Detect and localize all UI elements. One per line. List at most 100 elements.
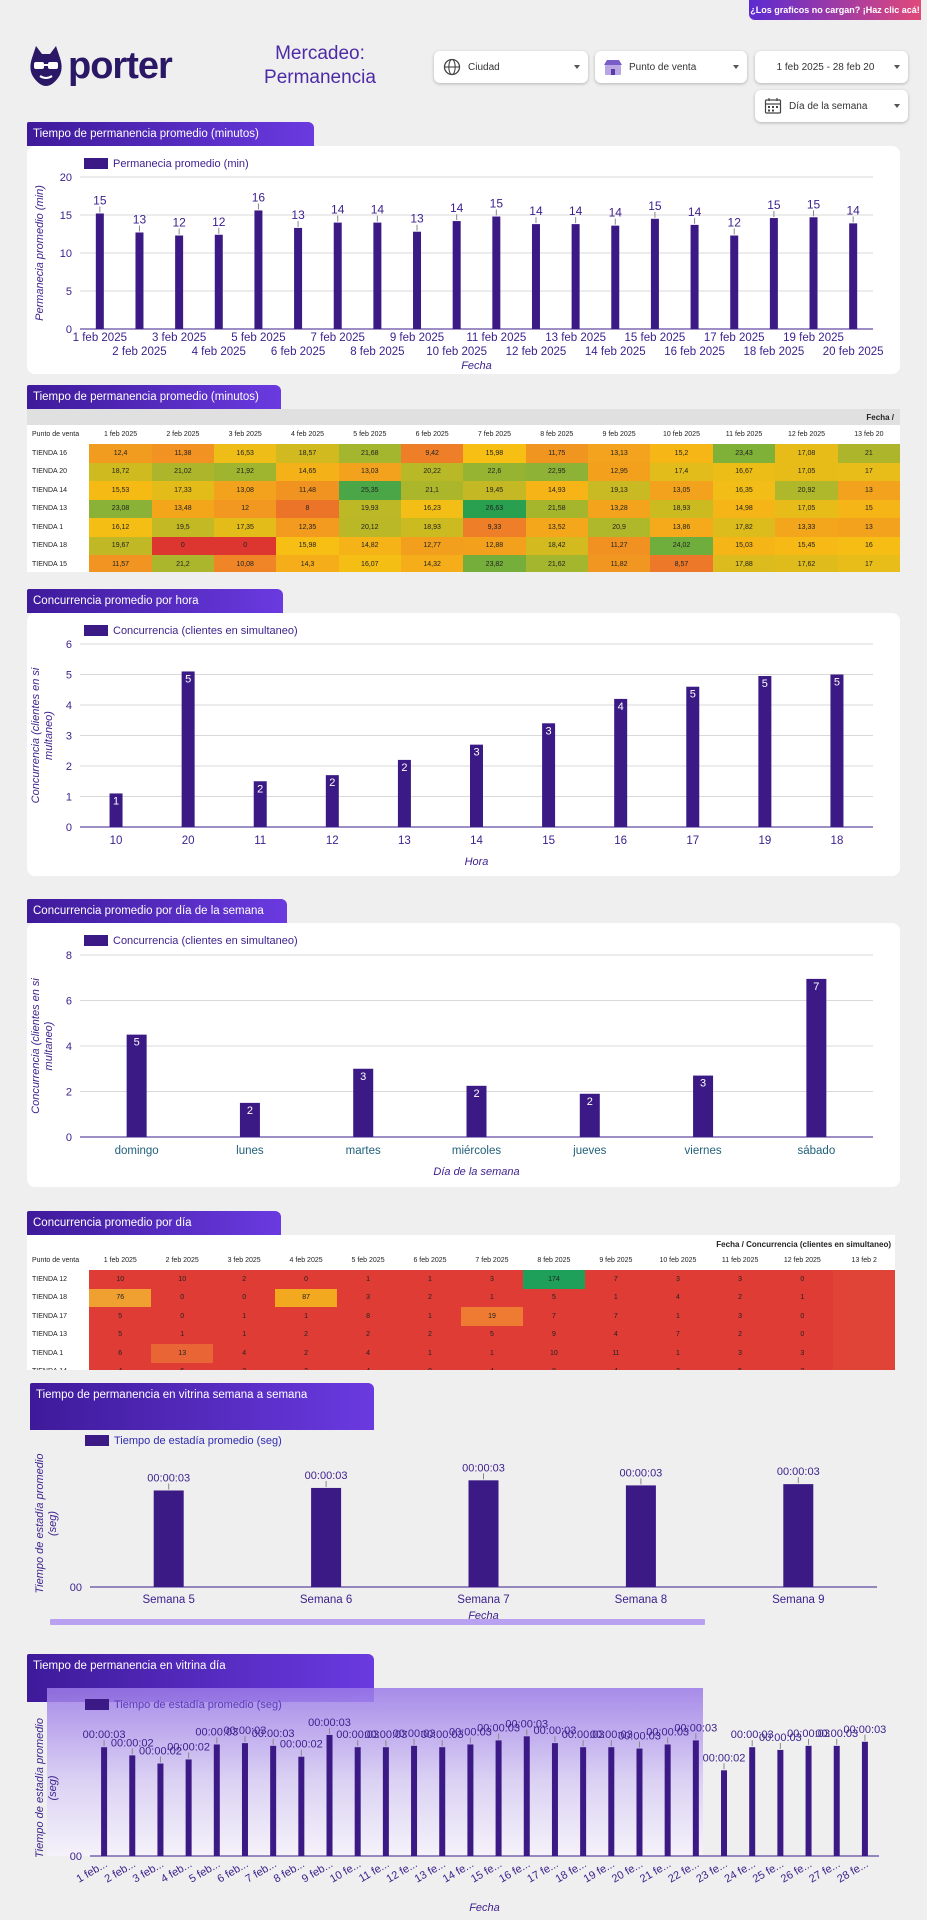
table-cell: 16,07 xyxy=(338,555,401,572)
table-row: TIENDA 20 18,72 21,02 21,92 14,65 13,03 20,22 2… xyxy=(27,462,900,481)
date-range-filter[interactable]: 1 feb 2025 - 28 feb 20 xyxy=(755,51,908,83)
column-header[interactable]: 9 feb 2025 xyxy=(599,1257,633,1264)
table-cell: 2 xyxy=(771,1362,834,1370)
column-header[interactable]: 1 feb 2025 xyxy=(103,1257,137,1264)
column-header[interactable]: 6 feb 2025 xyxy=(415,431,449,438)
table-cell: 12,77 xyxy=(400,536,464,555)
data-label: 16 xyxy=(252,190,266,204)
city-filter[interactable]: Ciudad xyxy=(434,51,588,83)
row-label: TIENDA 14 xyxy=(32,486,68,494)
table-cell: 4 xyxy=(213,1344,276,1363)
x-tick-label: 8 feb... xyxy=(272,1858,307,1885)
y-tick-label: 0 xyxy=(66,1132,72,1144)
table-cell: 15,45 xyxy=(775,536,838,555)
heatmap-grid: Punto de venta 1 feb 2025 2 feb 2025 3 feb … xyxy=(27,1251,895,1370)
column-header[interactable]: 3 feb 2025 xyxy=(228,431,262,438)
y-tick-label: 6 xyxy=(66,639,72,651)
column-header[interactable]: 5 feb 2025 xyxy=(351,1257,385,1264)
column-header[interactable]: 4 feb 2025 xyxy=(289,1257,323,1264)
table-cell: 21,68 xyxy=(338,444,401,463)
x-tick-label: 18 fe... xyxy=(553,1858,588,1885)
table-cell: 15,2 xyxy=(650,444,713,463)
column-header[interactable]: 8 feb 2025 xyxy=(537,1257,571,1264)
table-cell: 11,48 xyxy=(276,481,339,500)
column-header[interactable]: 4 feb 2025 xyxy=(290,431,325,438)
data-label: 00:00:03 xyxy=(449,1726,492,1738)
table-row: TIENDA 14 15,53 17,33 13,08 11,48 25,35 21,1 19… xyxy=(27,481,900,500)
column-header[interactable]: 8 feb 2025 xyxy=(540,431,574,438)
table-cell: 9,33 xyxy=(463,518,526,537)
weekday-filter[interactable]: Día de la semana xyxy=(755,90,908,122)
column-header[interactable]: 10 feb 2025 xyxy=(662,431,700,438)
column-header[interactable]: 7 feb 2025 xyxy=(475,1257,509,1264)
data-label: 7 xyxy=(813,981,819,993)
column-header[interactable]: 9 feb 2025 xyxy=(602,431,636,438)
table-cell: 13,08 xyxy=(214,481,277,500)
table-cell: 11 xyxy=(584,1344,647,1363)
x-axis-label: Fecha xyxy=(461,360,492,372)
data-label: 00:00:03 xyxy=(308,1717,351,1729)
column-header[interactable]: 13 feb 2 xyxy=(851,1257,877,1264)
y-tick-label: 20 xyxy=(60,172,72,184)
table-cell: 12,4 xyxy=(89,444,152,463)
table2-section-title: Concurrencia promedio por día xyxy=(27,1211,281,1235)
y-tick-label: 5 xyxy=(66,286,72,298)
column-header[interactable]: 12 feb 2025 xyxy=(788,431,825,438)
column-header[interactable]: 2 feb 2025 xyxy=(166,431,200,438)
column-header[interactable]: 6 feb 2025 xyxy=(413,1257,447,1264)
table-cell: 13,33 xyxy=(775,518,838,537)
table-cell xyxy=(833,1288,895,1307)
table-cell: 19,45 xyxy=(463,481,526,500)
y-tick-label: 3 xyxy=(66,731,72,743)
charts-not-loading-banner[interactable]: ¿Los graficos no cargan? ¡Haz clic acá! xyxy=(749,0,921,20)
y-axis-label: Permanecia promedio (min) xyxy=(34,185,46,321)
column-header[interactable]: 3 feb 2025 xyxy=(227,1257,261,1264)
bar xyxy=(692,1740,699,1856)
concurrency-by-hour-chart: Concurrencia (clientes en simultaneo)012… xyxy=(30,625,873,868)
data-label: 3 xyxy=(546,725,552,737)
column-header[interactable]: 11 feb 2025 xyxy=(721,1257,759,1264)
point-of-sale-filter[interactable]: Punto de venta xyxy=(595,51,747,83)
column-header[interactable]: 2 feb 2025 xyxy=(165,1257,199,1264)
y-tick-label: 0 xyxy=(66,822,72,834)
legend-label: Permanecia promedio (min) xyxy=(113,158,249,170)
horizontal-scrollbar xyxy=(50,1619,705,1625)
x-tick-label: 20 fe... xyxy=(610,1858,645,1885)
column-header[interactable]: 5 feb 2025 xyxy=(353,431,387,438)
column-header[interactable]: 11 feb 2025 xyxy=(725,431,763,438)
table-row: TIENDA 17 5 0 1 1 8 1 19 7 7 1 3 0 xyxy=(27,1307,895,1326)
bar xyxy=(611,225,620,329)
table-cell: 25,35 xyxy=(338,481,401,500)
bar xyxy=(333,222,342,329)
chevron-down-icon xyxy=(894,104,900,108)
x-tick-label: 4 feb... xyxy=(159,1858,194,1885)
column-header[interactable]: 10 feb 2025 xyxy=(659,1257,697,1264)
table-cell: 16,35 xyxy=(712,481,776,500)
table-cell: 13 xyxy=(151,1344,214,1363)
table-cell: 14,65 xyxy=(276,462,339,481)
table-cell: 10 xyxy=(89,1270,152,1289)
table-cell: 9 xyxy=(522,1325,585,1344)
column-header[interactable]: 13 feb 20 xyxy=(854,431,884,438)
table-row: TIENDA 18 76 0 0 87 3 2 1 5 1 4 2 1 xyxy=(27,1288,895,1307)
table-cell: 21,92 xyxy=(214,462,277,481)
data-label: 00:00:03 xyxy=(618,1731,661,1743)
column-header[interactable]: 7 feb 2025 xyxy=(477,431,511,438)
x-tick-label: 19 fe... xyxy=(582,1858,617,1885)
data-label: 13 xyxy=(410,212,424,226)
y-tick-label: 2 xyxy=(66,1087,72,1099)
row-label: TIENDA 18 xyxy=(32,542,68,550)
table-cell: 8 xyxy=(337,1307,400,1326)
table-cell: 17,33 xyxy=(151,481,215,500)
table-cell: 21,62 xyxy=(525,555,588,572)
table-cell: 22,95 xyxy=(525,462,588,481)
column-header[interactable]: 12 feb 2025 xyxy=(783,1257,821,1264)
bar xyxy=(270,1745,277,1856)
x-tick-label: Semana 8 xyxy=(615,1594,667,1606)
chart3-section-title: Concurrencia promedio por día de la sema… xyxy=(27,899,287,923)
column-header[interactable]: 1 feb 2025 xyxy=(104,431,138,438)
table-cell: 0 xyxy=(771,1325,834,1344)
table-cell: 18,93 xyxy=(650,499,713,518)
table-cell: 13,13 xyxy=(587,444,651,463)
table-cell: 15,98 xyxy=(276,536,339,555)
